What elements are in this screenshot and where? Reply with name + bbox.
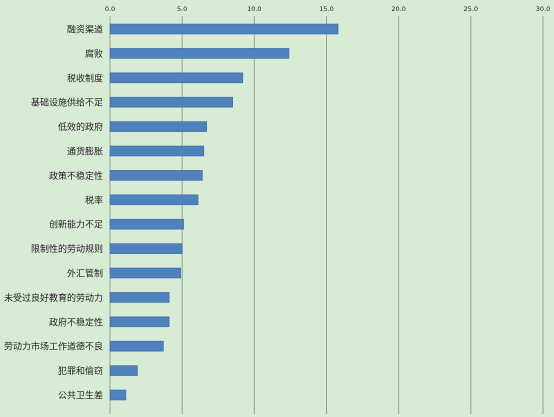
category-labels: 融资渠道腐败税收制度基础设施供给不足低效的政府通货膨胀政策不稳定性税率创新能力不… xyxy=(4,24,103,402)
bars xyxy=(109,23,339,401)
bar xyxy=(109,218,184,230)
bar xyxy=(109,243,183,254)
category-label: 税收制度 xyxy=(67,72,103,84)
x-tick-label: 30.0 xyxy=(536,5,550,13)
category-label: 融资渠道 xyxy=(67,24,103,36)
bar xyxy=(109,267,182,279)
category-label: 腐败 xyxy=(85,48,103,60)
bar xyxy=(109,340,164,352)
bar xyxy=(109,194,199,206)
bar xyxy=(109,72,244,84)
category-label: 税率 xyxy=(85,194,103,206)
bar xyxy=(109,48,290,59)
category-label: 政府不稳定性 xyxy=(49,316,103,328)
x-tick-label: 10.0 xyxy=(247,5,261,13)
x-tick-label: 20.0 xyxy=(391,5,405,13)
bar xyxy=(109,145,205,157)
bar xyxy=(109,316,170,328)
x-tick-label: 5.0 xyxy=(177,5,187,13)
category-label: 创新能力不足 xyxy=(49,219,103,231)
bar xyxy=(109,121,208,132)
x-tick-label: 0.0 xyxy=(105,5,115,13)
bar xyxy=(109,365,138,376)
bar xyxy=(109,170,203,181)
category-label: 基础设施供给不足 xyxy=(31,97,103,109)
category-label: 公共卫生差 xyxy=(58,390,103,402)
category-label: 外汇管制 xyxy=(67,268,103,280)
bar xyxy=(109,389,127,401)
category-label: 限制性的劳动规则 xyxy=(31,243,103,255)
bar xyxy=(109,96,233,108)
category-label: 低效的政府 xyxy=(58,121,103,133)
category-label: 政策不稳定性 xyxy=(49,170,103,182)
bar xyxy=(109,292,170,303)
category-label: 犯罪和偷窃 xyxy=(58,365,103,377)
category-label: 未受过良好教育的劳动力 xyxy=(4,292,103,304)
x-axis-ticks: 0.0 5.0 10.0 15.0 20.0 25.0 30.0 xyxy=(105,5,550,13)
bar xyxy=(109,23,339,35)
x-tick-label: 15.0 xyxy=(319,5,333,13)
x-tick-label: 25.0 xyxy=(464,5,478,13)
category-label: 劳动力市场工作道德不良 xyxy=(4,341,103,353)
category-label: 通货膨胀 xyxy=(67,146,103,158)
